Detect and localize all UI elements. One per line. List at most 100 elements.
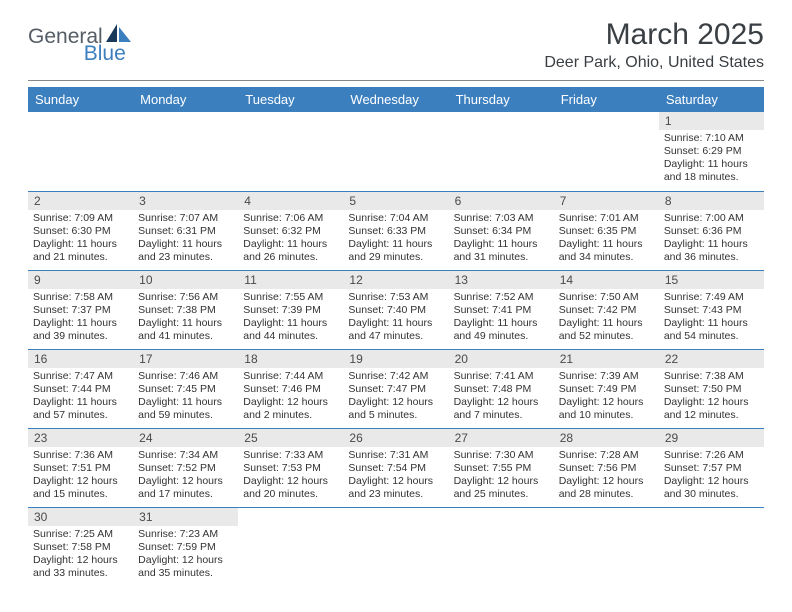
day-details: Sunrise: 7:55 AMSunset: 7:39 PMDaylight:… [238,289,343,347]
calendar-day: 20Sunrise: 7:41 AMSunset: 7:48 PMDayligh… [449,349,554,428]
calendar-day-empty [659,507,764,586]
calendar-day-empty [449,507,554,586]
day-details: Sunrise: 7:53 AMSunset: 7:40 PMDaylight:… [343,289,448,347]
calendar-day: 31Sunrise: 7:23 AMSunset: 7:59 PMDayligh… [133,507,238,586]
calendar-day: 7Sunrise: 7:01 AMSunset: 6:35 PMDaylight… [554,191,659,270]
day-number: 2 [28,192,133,210]
day-number: 19 [343,350,448,368]
day-details: Sunrise: 7:04 AMSunset: 6:33 PMDaylight:… [343,210,448,268]
day-number: 4 [238,192,343,210]
day-number: 23 [28,429,133,447]
day-details: Sunrise: 7:52 AMSunset: 7:41 PMDaylight:… [449,289,554,347]
calendar-day: 25Sunrise: 7:33 AMSunset: 7:53 PMDayligh… [238,428,343,507]
calendar-week: 2Sunrise: 7:09 AMSunset: 6:30 PMDaylight… [28,191,764,270]
day-number: 22 [659,350,764,368]
day-details: Sunrise: 7:25 AMSunset: 7:58 PMDaylight:… [28,526,133,584]
day-header: Monday [133,87,238,112]
day-number: 28 [554,429,659,447]
day-number: 1 [659,112,764,130]
day-number: 24 [133,429,238,447]
calendar-day: 11Sunrise: 7:55 AMSunset: 7:39 PMDayligh… [238,270,343,349]
day-number: 10 [133,271,238,289]
calendar-table: SundayMondayTuesdayWednesdayThursdayFrid… [28,87,764,586]
day-header: Sunday [28,87,133,112]
calendar-day: 27Sunrise: 7:30 AMSunset: 7:55 PMDayligh… [449,428,554,507]
divider [28,80,764,81]
day-details: Sunrise: 7:58 AMSunset: 7:37 PMDaylight:… [28,289,133,347]
day-number: 31 [133,508,238,526]
day-number: 27 [449,429,554,447]
day-details: Sunrise: 7:28 AMSunset: 7:56 PMDaylight:… [554,447,659,505]
calendar-day: 13Sunrise: 7:52 AMSunset: 7:41 PMDayligh… [449,270,554,349]
day-number: 3 [133,192,238,210]
day-header: Tuesday [238,87,343,112]
day-number: 11 [238,271,343,289]
day-details: Sunrise: 7:46 AMSunset: 7:45 PMDaylight:… [133,368,238,426]
day-details: Sunrise: 7:23 AMSunset: 7:59 PMDaylight:… [133,526,238,584]
calendar-day: 3Sunrise: 7:07 AMSunset: 6:31 PMDaylight… [133,191,238,270]
calendar-day: 14Sunrise: 7:50 AMSunset: 7:42 PMDayligh… [554,270,659,349]
calendar-week: 9Sunrise: 7:58 AMSunset: 7:37 PMDaylight… [28,270,764,349]
page-title: March 2025 [544,18,764,52]
day-number: 13 [449,271,554,289]
day-header: Saturday [659,87,764,112]
calendar-day-empty [343,507,448,586]
day-details: Sunrise: 7:36 AMSunset: 7:51 PMDaylight:… [28,447,133,505]
day-details: Sunrise: 7:49 AMSunset: 7:43 PMDaylight:… [659,289,764,347]
day-details: Sunrise: 7:50 AMSunset: 7:42 PMDaylight:… [554,289,659,347]
day-header: Friday [554,87,659,112]
calendar-day: 30Sunrise: 7:25 AMSunset: 7:58 PMDayligh… [28,507,133,586]
day-details: Sunrise: 7:30 AMSunset: 7:55 PMDaylight:… [449,447,554,505]
day-details: Sunrise: 7:38 AMSunset: 7:50 PMDaylight:… [659,368,764,426]
day-number: 16 [28,350,133,368]
day-number: 15 [659,271,764,289]
calendar-day: 6Sunrise: 7:03 AMSunset: 6:34 PMDaylight… [449,191,554,270]
day-details: Sunrise: 7:31 AMSunset: 7:54 PMDaylight:… [343,447,448,505]
day-number: 17 [133,350,238,368]
day-details: Sunrise: 7:07 AMSunset: 6:31 PMDaylight:… [133,210,238,268]
day-header: Wednesday [343,87,448,112]
calendar-day: 4Sunrise: 7:06 AMSunset: 6:32 PMDaylight… [238,191,343,270]
calendar-day-empty [343,112,448,191]
calendar-day: 18Sunrise: 7:44 AMSunset: 7:46 PMDayligh… [238,349,343,428]
day-details: Sunrise: 7:00 AMSunset: 6:36 PMDaylight:… [659,210,764,268]
day-details: Sunrise: 7:39 AMSunset: 7:49 PMDaylight:… [554,368,659,426]
calendar-day-empty [238,507,343,586]
day-details: Sunrise: 7:47 AMSunset: 7:44 PMDaylight:… [28,368,133,426]
calendar-day-empty [554,112,659,191]
calendar-day: 19Sunrise: 7:42 AMSunset: 7:47 PMDayligh… [343,349,448,428]
calendar-day: 15Sunrise: 7:49 AMSunset: 7:43 PMDayligh… [659,270,764,349]
calendar-day: 2Sunrise: 7:09 AMSunset: 6:30 PMDaylight… [28,191,133,270]
calendar-day: 26Sunrise: 7:31 AMSunset: 7:54 PMDayligh… [343,428,448,507]
calendar-day: 24Sunrise: 7:34 AMSunset: 7:52 PMDayligh… [133,428,238,507]
calendar-day-empty [449,112,554,191]
day-number: 14 [554,271,659,289]
day-number: 8 [659,192,764,210]
calendar-week: 23Sunrise: 7:36 AMSunset: 7:51 PMDayligh… [28,428,764,507]
day-header-row: SundayMondayTuesdayWednesdayThursdayFrid… [28,87,764,112]
calendar-day-empty [28,112,133,191]
day-details: Sunrise: 7:03 AMSunset: 6:34 PMDaylight:… [449,210,554,268]
calendar-day: 23Sunrise: 7:36 AMSunset: 7:51 PMDayligh… [28,428,133,507]
logo: General Blue [28,24,174,49]
day-details: Sunrise: 7:26 AMSunset: 7:57 PMDaylight:… [659,447,764,505]
calendar-day: 17Sunrise: 7:46 AMSunset: 7:45 PMDayligh… [133,349,238,428]
day-details: Sunrise: 7:41 AMSunset: 7:48 PMDaylight:… [449,368,554,426]
calendar-day-empty [238,112,343,191]
calendar-day: 10Sunrise: 7:56 AMSunset: 7:38 PMDayligh… [133,270,238,349]
day-number: 18 [238,350,343,368]
day-number: 7 [554,192,659,210]
calendar-day-empty [133,112,238,191]
location-subtitle: Deer Park, Ohio, United States [544,54,764,72]
day-number: 29 [659,429,764,447]
day-details: Sunrise: 7:33 AMSunset: 7:53 PMDaylight:… [238,447,343,505]
day-number: 26 [343,429,448,447]
day-details: Sunrise: 7:06 AMSunset: 6:32 PMDaylight:… [238,210,343,268]
day-number: 6 [449,192,554,210]
day-details: Sunrise: 7:42 AMSunset: 7:47 PMDaylight:… [343,368,448,426]
day-number: 5 [343,192,448,210]
calendar-day: 8Sunrise: 7:00 AMSunset: 6:36 PMDaylight… [659,191,764,270]
day-header: Thursday [449,87,554,112]
calendar-week: 16Sunrise: 7:47 AMSunset: 7:44 PMDayligh… [28,349,764,428]
day-details: Sunrise: 7:56 AMSunset: 7:38 PMDaylight:… [133,289,238,347]
